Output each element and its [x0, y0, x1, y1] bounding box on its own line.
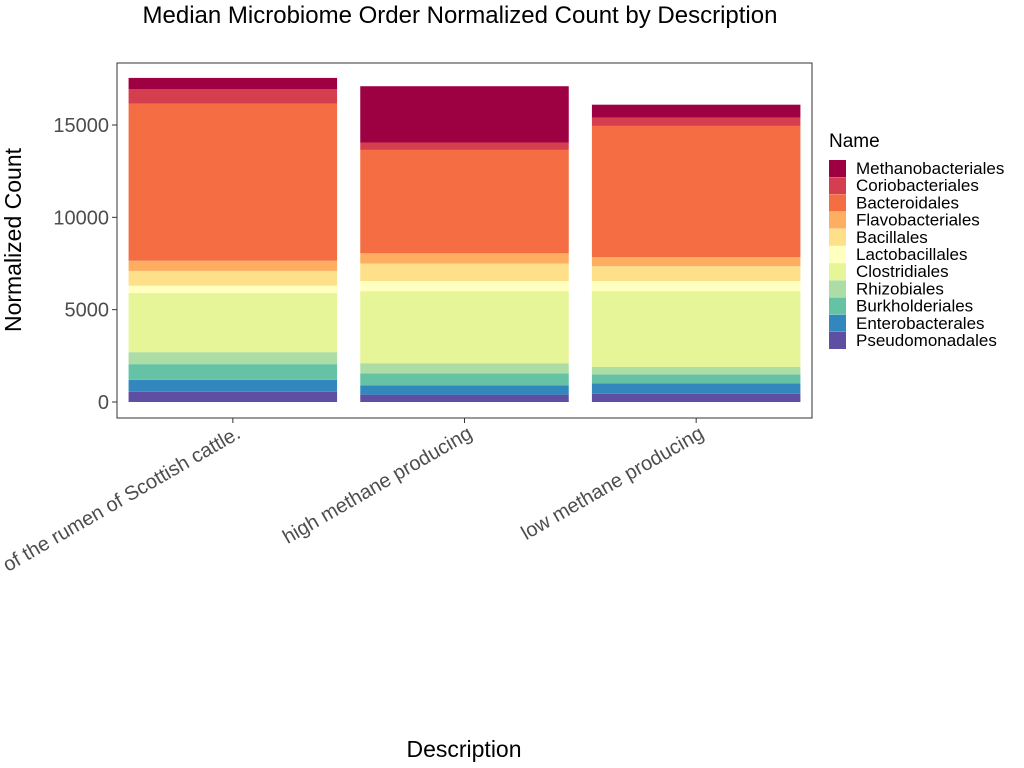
y-tick-label-1: 5000	[65, 300, 110, 322]
legend-key-flavobacteriales	[829, 211, 846, 229]
bar-segment-lactobacillales-0	[128, 285, 338, 294]
y-tick-label-0: 0	[98, 392, 109, 414]
legend-label-coriobacteriales: Coriobacteriales	[856, 176, 979, 195]
legend-key-pseudomonadales	[829, 332, 846, 349]
y-axis: 0 5000 10000 15000	[53, 115, 117, 414]
legend: Name MethanobacterialesCoriobacterialesB…	[829, 131, 1004, 350]
bar-segment-lactobacillales-1	[360, 281, 569, 292]
x-axis-title: Description	[406, 736, 521, 762]
x-tick-label-2: low methane producing	[518, 422, 708, 544]
bar-segment-flavobacteriales-1	[360, 253, 569, 264]
bar-segment-enterobacterales-1	[360, 385, 569, 395]
legend-label-burkholderiales: Burkholderiales	[856, 297, 973, 316]
legend-label-bacillales: Bacillales	[856, 228, 928, 247]
legend-label-bacteroidales: Bacteroidales	[856, 193, 959, 212]
bar-segment-pseudomonadales-1	[360, 394, 569, 402]
bar-segment-coriobacteriales-0	[128, 88, 338, 104]
legend-key-enterobacterales	[829, 314, 846, 332]
bar-segment-lactobacillales-2	[591, 281, 801, 292]
bar-segment-bacteroidales-1	[360, 149, 569, 254]
bar-segment-burkholderiales-0	[128, 364, 338, 380]
bar-segment-clostridiales-0	[128, 293, 338, 353]
legend-label-pseudomonadales: Pseudomonadales	[856, 331, 997, 350]
x-axis: y of the rumen of Scottish cattle. high m…	[0, 418, 708, 584]
bar-segment-coriobacteriales-1	[360, 142, 569, 150]
y-axis-title: Normalized Count	[0, 147, 26, 332]
chart-title: Median Microbiome Order Normalized Count…	[143, 2, 778, 29]
legend-key-bacillales	[829, 228, 846, 246]
bars-layer	[128, 77, 801, 402]
legend-label-methanobacteriales: Methanobacteriales	[856, 159, 1004, 178]
bar-segment-pseudomonadales-2	[591, 393, 801, 402]
legend-key-methanobacteriales	[829, 160, 846, 177]
legend-key-clostridiales	[829, 263, 846, 281]
bar-segment-clostridiales-2	[591, 291, 801, 367]
legend-label-flavobacteriales: Flavobacteriales	[856, 211, 980, 230]
legend-title: Name	[829, 131, 880, 152]
bar-segment-flavobacteriales-0	[128, 260, 338, 271]
y-tick-label-3: 15000	[53, 115, 109, 137]
bar-segment-methanobacteriales-1	[360, 86, 569, 143]
legend-label-enterobacterales: Enterobacterales	[856, 314, 985, 333]
legend-key-burkholderiales	[829, 297, 846, 315]
bar-segment-rhizobiales-0	[128, 352, 338, 365]
bar-segment-bacteroidales-0	[128, 103, 338, 261]
bar-segment-rhizobiales-1	[360, 363, 569, 374]
bar-segment-bacillales-1	[360, 263, 569, 282]
x-tick-label-1: high methane producing	[279, 422, 476, 548]
legend-key-bacteroidales	[829, 194, 846, 212]
legend-label-clostridiales: Clostridiales	[856, 262, 949, 281]
bar-segment-methanobacteriales-0	[128, 77, 338, 89]
bar-segment-bacteroidales-2	[591, 125, 801, 258]
legend-label-lactobacillales: Lactobacillales	[856, 245, 968, 264]
bar-segment-pseudomonadales-0	[128, 391, 338, 402]
bar-segment-bacillales-2	[591, 266, 801, 282]
bar-segment-clostridiales-1	[360, 291, 569, 364]
bar-segment-enterobacterales-2	[591, 383, 801, 394]
bar-segment-bacillales-0	[128, 270, 338, 286]
bar-segment-burkholderiales-1	[360, 373, 569, 386]
bar-segment-coriobacteriales-2	[591, 117, 801, 126]
y-tick-label-2: 10000	[53, 207, 109, 229]
x-tick-label-0: y of the rumen of Scottish cattle.	[0, 422, 244, 584]
legend-label-rhizobiales: Rhizobiales	[856, 279, 944, 298]
bar-segment-rhizobiales-2	[591, 366, 801, 375]
bar-segment-flavobacteriales-2	[591, 257, 801, 267]
legend-key-coriobacteriales	[829, 177, 846, 195]
bar-segment-methanobacteriales-2	[591, 104, 801, 118]
bar-segment-burkholderiales-2	[591, 374, 801, 384]
legend-key-lactobacillales	[829, 246, 846, 263]
bar-segment-enterobacterales-0	[128, 379, 338, 392]
legend-key-rhizobiales	[829, 280, 846, 298]
